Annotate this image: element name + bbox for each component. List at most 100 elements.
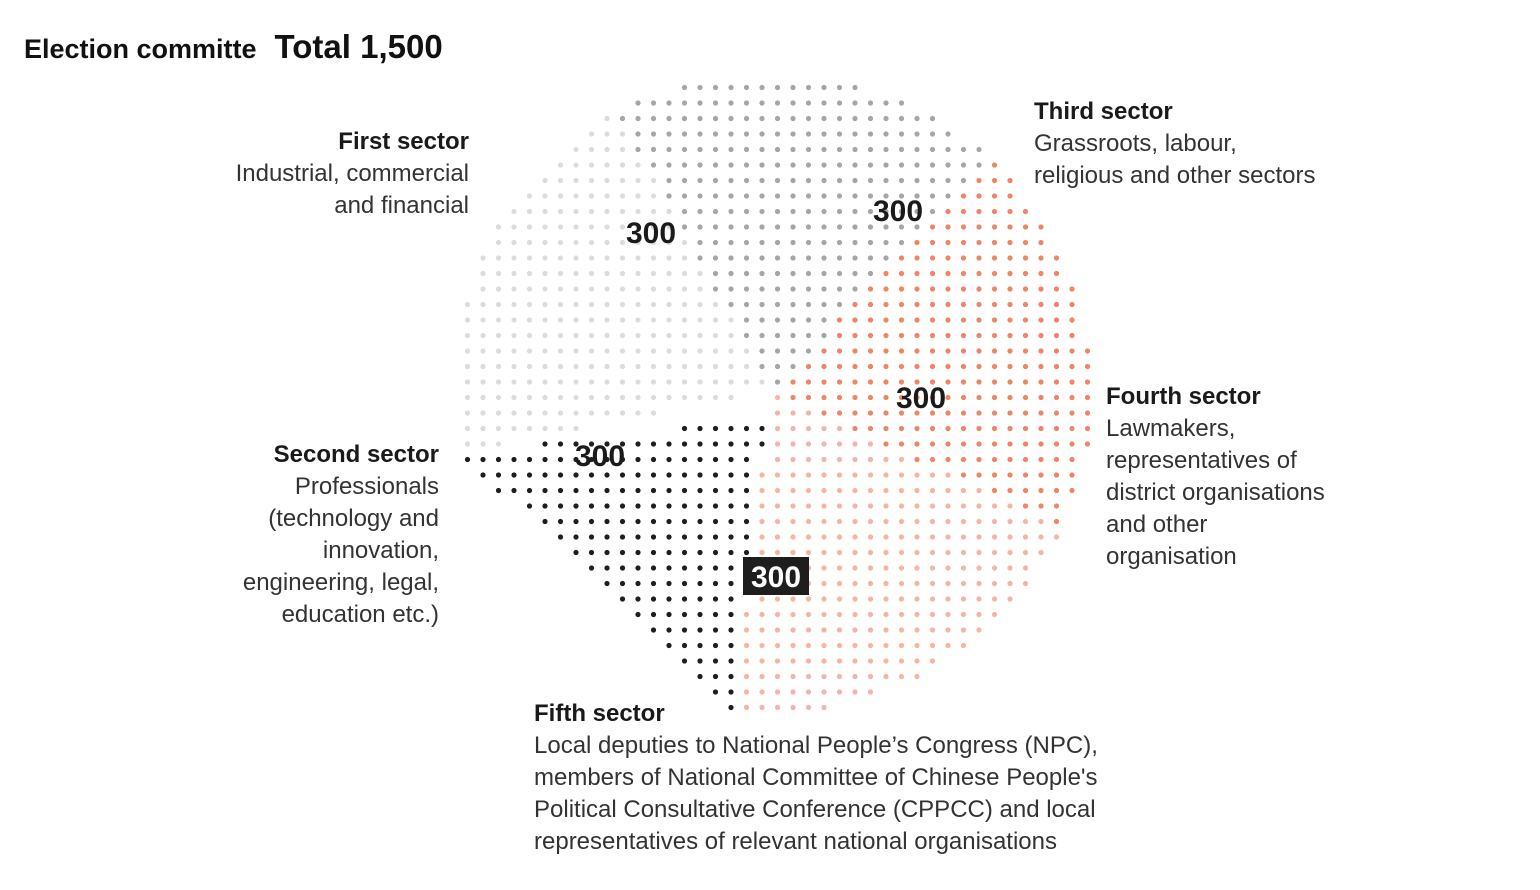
pie-dot-fourth-sector — [867, 580, 874, 587]
pie-dot-first-sector — [774, 224, 781, 230]
pie-dot-second-sector — [542, 301, 548, 308]
pie-dot-third-sector — [945, 286, 951, 292]
pie-dot-fourth-sector — [914, 673, 920, 680]
pie-dot-fourth-sector — [976, 534, 982, 540]
pie-dot-third-sector — [836, 332, 843, 339]
pie-dot-third-sector — [1007, 255, 1013, 261]
pie-dot-fifth-sector — [697, 441, 703, 447]
pie-dot-third-sector — [898, 410, 905, 416]
pie-dot-fifth-sector — [480, 472, 486, 478]
pie-dot-first-sector — [790, 286, 796, 292]
pie-dot-second-sector — [480, 363, 486, 370]
pie-dot-fifth-sector — [557, 472, 564, 478]
pie-dot-fourth-sector — [898, 611, 905, 618]
pie-dot-fourth-sector — [805, 689, 812, 695]
pie-dot-fifth-sector — [557, 456, 564, 463]
pie-dot-third-sector — [1007, 332, 1013, 339]
pie-dot-second-sector — [650, 332, 657, 339]
pie-dot-second-sector — [604, 270, 610, 277]
pie-dot-second-sector — [650, 208, 657, 215]
pie-dot-first-sector — [712, 146, 719, 153]
pie-dot-second-sector — [728, 363, 734, 370]
pie-dot-fourth-sector — [774, 658, 781, 664]
pie-dot-first-sector — [712, 131, 719, 137]
pie-dot-fourth-sector — [805, 534, 812, 540]
pie-dot-second-sector — [650, 286, 657, 292]
pie-dot-first-sector — [867, 255, 874, 261]
pie-dot-fifth-sector — [712, 441, 719, 447]
pie-dot-second-sector — [635, 332, 641, 339]
pie-dot-fifth-sector — [650, 596, 657, 602]
pie-dot-fourth-sector — [1053, 534, 1060, 540]
pie-dot-fifth-sector — [650, 518, 657, 525]
pie-dot-third-sector — [1007, 456, 1013, 463]
pie-dot-third-sector — [991, 177, 998, 184]
pie-dot-fifth-sector — [712, 534, 719, 540]
pie-dot-first-sector — [650, 146, 657, 153]
pie-dot-fifth-sector — [635, 441, 641, 447]
pie-dot-second-sector — [635, 301, 641, 308]
pie-dot-third-sector — [805, 363, 812, 370]
pie-dot-third-sector — [1022, 301, 1029, 308]
pie-dot-fifth-sector — [495, 456, 502, 463]
label-second-sector-desc-4: education etc.) — [281, 601, 439, 628]
pie-dot-third-sector — [898, 425, 905, 432]
pie-dot-third-sector — [1007, 487, 1013, 494]
pie-dot-second-sector — [495, 332, 502, 339]
pie-dot-second-sector — [588, 410, 595, 416]
pie-dot-second-sector — [542, 394, 548, 401]
pie-dot-first-sector — [836, 146, 843, 153]
pie-dot-fifth-sector — [666, 534, 672, 540]
pie-dot-second-sector — [542, 177, 548, 184]
pie-dot-second-sector — [604, 146, 610, 153]
pie-dot-first-sector — [836, 255, 843, 261]
pie-dot-second-sector — [635, 255, 641, 261]
pie-dot-first-sector — [728, 286, 734, 292]
pie-dot-fifth-sector — [557, 487, 564, 494]
pie-dot-first-sector — [712, 115, 719, 122]
pie-dot-fourth-sector — [898, 503, 905, 509]
pie-dot-fourth-sector — [867, 487, 874, 494]
pie-dot-fourth-sector — [929, 658, 936, 664]
pie-dot-fourth-sector — [991, 580, 998, 587]
pie-dot-third-sector — [1022, 255, 1029, 261]
pie-dot-first-sector — [852, 286, 858, 292]
pie-dot-third-sector — [1007, 177, 1013, 184]
pie-dot-fourth-sector — [774, 689, 781, 695]
pie-dot-second-sector — [635, 348, 641, 354]
pie-dot-fifth-sector — [588, 565, 595, 571]
pie-dot-second-sector — [604, 115, 610, 122]
pie-dot-third-sector — [1022, 270, 1029, 277]
pie-dot-fourth-sector — [805, 658, 812, 664]
pie-dot-fourth-sector — [898, 565, 905, 571]
pie-dot-first-sector — [712, 255, 719, 261]
pie-dot-first-sector — [759, 255, 765, 261]
pie-dot-second-sector — [681, 239, 688, 246]
pie-dot-third-sector — [991, 472, 998, 478]
label-fourth-sector-desc-4: organisation — [1106, 543, 1237, 570]
pie-dot-third-sector — [945, 332, 951, 339]
pie-dot-first-sector — [898, 239, 905, 246]
pie-dot-first-sector — [883, 131, 889, 137]
pie-dot-second-sector — [526, 239, 533, 246]
pie-dot-first-sector — [867, 208, 874, 215]
pie-dot-second-sector — [635, 379, 641, 385]
pie-dot-fifth-sector — [557, 518, 564, 525]
pie-dot-first-sector — [821, 224, 827, 230]
pie-dot-fourth-sector — [790, 534, 796, 540]
pie-dot-second-sector — [557, 162, 564, 168]
pie-dot-third-sector — [976, 286, 982, 292]
pie-dot-fifth-sector — [635, 487, 641, 494]
pie-dot-fifth-sector — [511, 472, 517, 478]
pie-dot-fourth-sector — [836, 580, 843, 587]
pie-dot-fourth-sector — [914, 472, 920, 478]
pie-dot-fourth-sector — [836, 487, 843, 494]
pie-dot-fifth-sector — [619, 503, 626, 509]
pie-dot-fourth-sector — [821, 627, 827, 633]
pie-dot-fourth-sector — [821, 441, 827, 447]
pie-dot-first-sector — [743, 146, 750, 153]
pie-dot-third-sector — [1022, 472, 1029, 478]
pie-dot-fourth-sector — [774, 410, 781, 416]
pie-dot-fifth-sector — [712, 425, 719, 432]
pie-dot-third-sector — [1053, 410, 1060, 416]
